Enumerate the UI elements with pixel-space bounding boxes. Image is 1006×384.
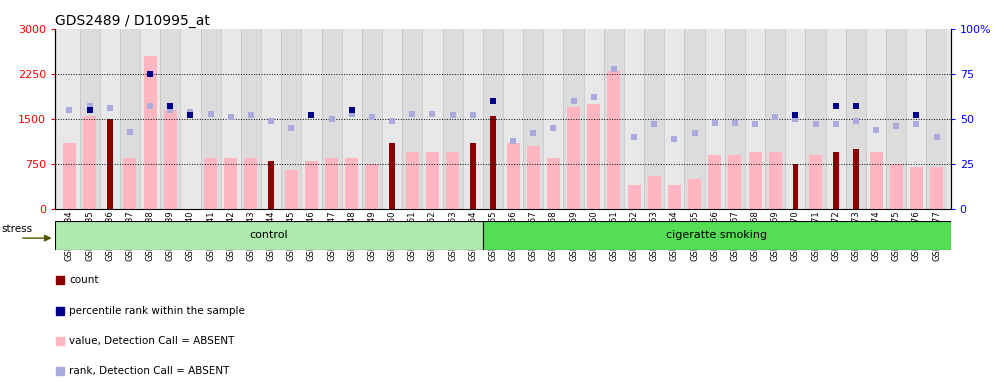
Bar xyxy=(745,29,766,209)
Bar xyxy=(382,29,402,209)
Bar xyxy=(708,155,721,209)
Text: GDS2489 / D10995_at: GDS2489 / D10995_at xyxy=(55,14,210,28)
Bar xyxy=(624,29,644,209)
Bar xyxy=(523,29,543,209)
Bar xyxy=(588,104,601,209)
Bar xyxy=(483,221,951,250)
Bar xyxy=(282,29,302,209)
Text: rank, Detection Call = ABSENT: rank, Detection Call = ABSENT xyxy=(68,366,229,376)
Bar xyxy=(866,29,886,209)
Bar xyxy=(100,29,120,209)
Bar xyxy=(507,143,520,209)
Bar xyxy=(200,29,220,209)
Bar xyxy=(124,158,137,209)
Bar xyxy=(463,29,483,209)
Bar xyxy=(426,152,439,209)
Bar xyxy=(766,29,786,209)
Bar xyxy=(261,29,282,209)
Bar xyxy=(583,29,604,209)
Bar xyxy=(909,167,923,209)
Text: cigeratte smoking: cigeratte smoking xyxy=(666,230,768,240)
Bar xyxy=(793,164,798,209)
Bar xyxy=(769,152,782,209)
Bar xyxy=(59,29,79,209)
Bar xyxy=(240,29,261,209)
Text: control: control xyxy=(249,230,289,240)
Bar xyxy=(63,143,76,209)
Bar xyxy=(220,29,240,209)
Bar xyxy=(325,158,338,209)
Bar xyxy=(644,29,664,209)
Bar xyxy=(204,158,217,209)
Bar xyxy=(728,155,741,209)
Bar xyxy=(483,29,503,209)
Bar xyxy=(604,29,624,209)
Bar xyxy=(490,116,496,209)
Text: value, Detection Call = ABSENT: value, Detection Call = ABSENT xyxy=(68,336,234,346)
Bar xyxy=(144,56,157,209)
Bar xyxy=(244,158,258,209)
Bar xyxy=(402,29,423,209)
Bar xyxy=(809,155,822,209)
Bar xyxy=(806,29,826,209)
Bar xyxy=(664,29,684,209)
Bar xyxy=(886,29,906,209)
Bar xyxy=(446,152,459,209)
Bar xyxy=(724,29,745,209)
Bar xyxy=(927,29,947,209)
Bar xyxy=(684,29,704,209)
Bar xyxy=(302,29,322,209)
Bar xyxy=(160,29,180,209)
Bar xyxy=(140,29,160,209)
Text: percentile rank within the sample: percentile rank within the sample xyxy=(68,306,244,316)
Bar xyxy=(180,29,200,209)
Bar xyxy=(930,167,943,209)
Bar xyxy=(833,152,839,209)
Bar xyxy=(846,29,866,209)
Bar xyxy=(503,29,523,209)
Bar xyxy=(906,29,927,209)
Bar xyxy=(55,221,483,250)
Bar xyxy=(443,29,463,209)
Bar xyxy=(547,158,560,209)
Bar xyxy=(224,158,237,209)
Bar xyxy=(342,29,362,209)
Bar xyxy=(567,107,580,209)
Text: count: count xyxy=(68,275,99,285)
Bar xyxy=(405,152,418,209)
Bar xyxy=(470,143,476,209)
Bar xyxy=(164,110,177,209)
Bar xyxy=(345,158,358,209)
Bar xyxy=(688,179,701,209)
Bar xyxy=(389,143,395,209)
Bar xyxy=(889,164,902,209)
Bar xyxy=(648,176,661,209)
Bar xyxy=(269,161,274,209)
Bar xyxy=(826,29,846,209)
Bar xyxy=(869,152,882,209)
Bar xyxy=(704,29,724,209)
Text: stress: stress xyxy=(1,224,32,235)
Bar xyxy=(107,119,113,209)
Bar xyxy=(543,29,563,209)
Bar xyxy=(362,29,382,209)
Bar xyxy=(83,116,97,209)
Bar xyxy=(120,29,140,209)
Bar xyxy=(748,152,762,209)
Bar xyxy=(786,29,806,209)
Bar xyxy=(853,149,859,209)
Bar xyxy=(305,161,318,209)
Bar xyxy=(79,29,100,209)
Bar xyxy=(322,29,342,209)
Bar xyxy=(608,71,621,209)
Bar xyxy=(365,164,378,209)
Bar xyxy=(527,146,540,209)
Bar xyxy=(628,185,641,209)
Bar xyxy=(285,170,298,209)
Bar xyxy=(423,29,443,209)
Bar xyxy=(668,185,681,209)
Bar xyxy=(563,29,583,209)
